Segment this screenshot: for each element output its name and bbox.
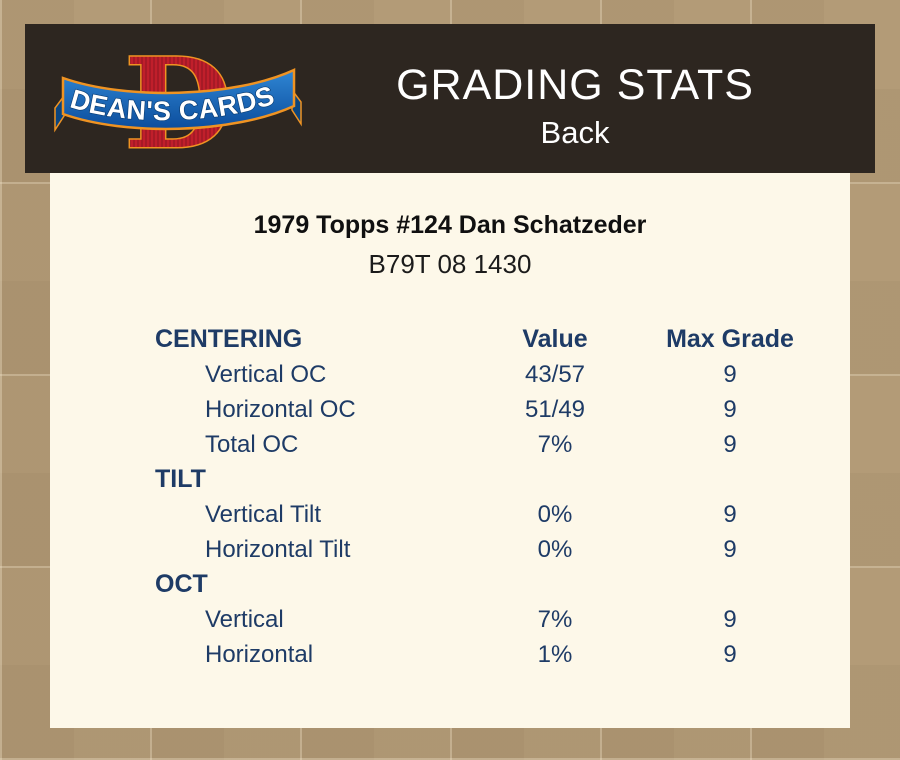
- row-value: 51/49: [524, 395, 586, 423]
- row-max-grade: 9: [723, 360, 737, 388]
- row-value: 7%: [537, 605, 573, 633]
- row-label: Total OC: [205, 430, 299, 458]
- row-max-grade: 9: [723, 500, 737, 528]
- page-title: GRADING STATS: [396, 61, 754, 109]
- stats-panel: 1979 Topps #124 Dan Schatzeder B79T 08 1…: [50, 173, 850, 728]
- card-serial-number: B79T 08 1430: [368, 249, 532, 279]
- row-max-grade: 9: [723, 395, 737, 423]
- table-row: Total OC 7% 9: [155, 427, 850, 462]
- deans-cards-logo[interactable]: D DEAN'S CARDS: [53, 34, 303, 169]
- column-header-max-grade: Max Grade: [666, 325, 794, 353]
- table-row: Horizontal OC 51/49 9: [155, 392, 850, 427]
- header-bar: D DEAN'S CARDS GRADING STATS Back: [25, 24, 875, 173]
- table-section-row: TILT: [155, 462, 850, 497]
- table-row: Vertical OC 43/57 9: [155, 357, 850, 392]
- row-max-grade: 9: [723, 640, 737, 668]
- grading-stats-table: CENTERING Value Max Grade Vertical OC 43…: [50, 322, 850, 672]
- row-value: 0%: [537, 535, 573, 563]
- table-row: Vertical Tilt 0% 9: [155, 497, 850, 532]
- row-value: 43/57: [524, 360, 586, 388]
- logo-ribbon: [61, 68, 296, 131]
- table-section-row: OCT: [155, 567, 850, 602]
- card-title: 1979 Topps #124 Dan Schatzeder: [253, 211, 647, 239]
- row-label: Horizontal Tilt: [205, 535, 351, 563]
- row-max-grade: 9: [723, 605, 737, 633]
- table-header-row: CENTERING Value Max Grade: [155, 322, 850, 357]
- row-value: 1%: [537, 640, 573, 668]
- row-value: 7%: [537, 430, 573, 458]
- section-header: OCT: [155, 570, 208, 598]
- section-header: CENTERING: [155, 325, 303, 353]
- card-side-label: Back: [540, 115, 610, 150]
- table-row: Horizontal 1% 9: [155, 637, 850, 672]
- row-label: Vertical Tilt: [205, 500, 322, 528]
- row-value: 0%: [537, 500, 573, 528]
- header-titles: GRADING STATS Back: [310, 62, 840, 150]
- table-row: Vertical 7% 9: [155, 602, 850, 637]
- table-row: Horizontal Tilt 0% 9: [155, 532, 850, 567]
- row-label: Horizontal: [205, 640, 314, 668]
- row-label: Vertical: [205, 605, 284, 633]
- row-max-grade: 9: [723, 535, 737, 563]
- row-label: Vertical OC: [205, 360, 327, 388]
- section-header: TILT: [155, 465, 206, 493]
- column-header-value: Value: [522, 325, 588, 353]
- row-label: Horizontal OC: [205, 395, 356, 423]
- row-max-grade: 9: [723, 430, 737, 458]
